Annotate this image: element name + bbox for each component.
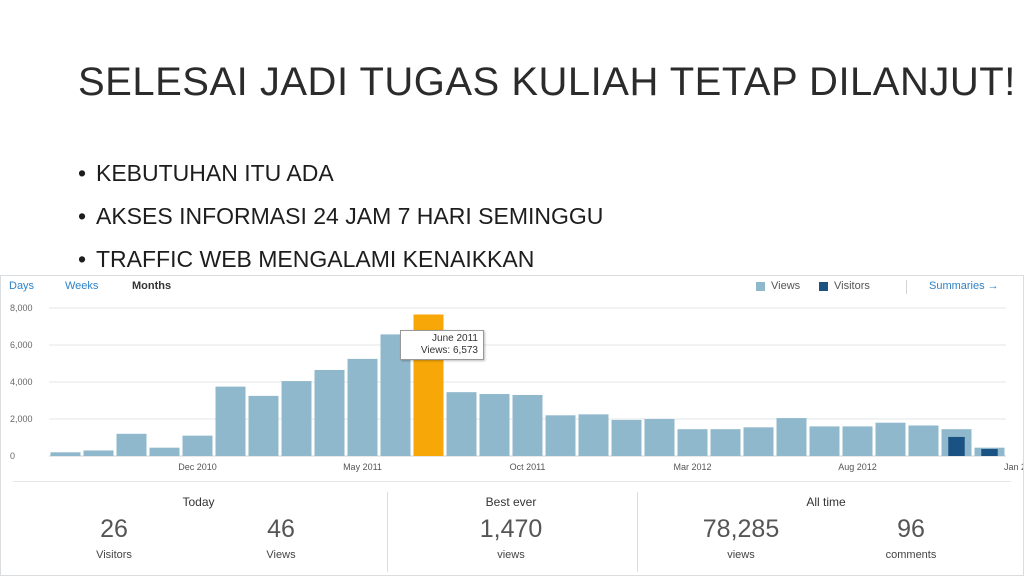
best-ever-views-label: views [497, 549, 525, 561]
today-heading: Today [182, 495, 215, 509]
bullet-text: KEBUTUHAN ITU ADA [96, 160, 334, 186]
y-tick-label: 2,000 [10, 414, 33, 424]
tooltip-title: June 2011 [432, 333, 478, 344]
views-bar [479, 394, 510, 456]
all-time-comments-count: 96 [897, 515, 925, 543]
legend-views: Views [756, 280, 800, 292]
views-bar [908, 425, 939, 456]
bullet-glyph: • [78, 160, 87, 186]
views-bar [611, 419, 642, 456]
tab-months[interactable]: Months [132, 280, 172, 292]
bullet-item: • AKSES INFORMASI 24 JAM 7 HARI SEMINGGU [78, 201, 603, 244]
views-bar [182, 435, 213, 456]
legend-visitors-swatch [819, 281, 828, 291]
views-bar [83, 450, 114, 456]
legend-views-label: Views [771, 280, 801, 292]
bullet-item: • TRAFFIC WEB MENGALAMI KENAIKKAN [78, 244, 603, 287]
legend-separator [906, 280, 907, 294]
views-bar [314, 369, 345, 456]
best-ever-heading: Best ever [485, 495, 537, 509]
today-visitors-count: 26 [100, 515, 128, 543]
views-bar [281, 381, 312, 456]
views-bar [512, 394, 543, 456]
tooltip-value: Views: 6,573 [420, 345, 478, 356]
x-tick-label: Jan 2013 [1004, 462, 1023, 472]
today-visitors-label: Visitors [96, 549, 132, 561]
x-tick-label: Mar 2012 [673, 462, 711, 472]
views-bar [809, 426, 840, 456]
views-bar [842, 426, 873, 456]
stats-divider [13, 481, 1011, 482]
all-time-views-count: 78,285 [702, 515, 780, 543]
views-bar [743, 427, 774, 456]
bullet-item: • KEBUTUHAN ITU ADA [78, 158, 603, 201]
x-tick-label: May 2011 [343, 462, 382, 472]
views-bar [875, 422, 906, 456]
stats-panel: Days Weeks Months Views Visitors Summari… [0, 275, 1024, 576]
bullet-glyph: • [78, 203, 87, 229]
legend-visitors: Visitors [819, 280, 870, 292]
views-bar [116, 433, 147, 456]
today-views-count: 46 [267, 515, 295, 543]
views-bar [644, 419, 675, 456]
views-bar [545, 415, 576, 456]
views-chart: 0 2,000 4,000 6,000 8,000 Dec 2010 May 2011 Oct… [10, 303, 1023, 472]
views-bar [710, 429, 741, 456]
x-tick-label: Dec 2010 [178, 462, 217, 472]
views-bar [347, 358, 378, 456]
stats-vertical-divider [387, 492, 388, 572]
stats-vertical-divider [637, 492, 638, 572]
bullet-list: • KEBUTUHAN ITU ADA • AKSES INFORMASI 24 J… [78, 158, 603, 287]
slide-title: SELESAI JADI TUGAS KULIAH TETAP DILANJUT… [78, 60, 1016, 104]
x-tick-label: Aug 2012 [838, 462, 877, 472]
best-ever-views-count: 1,470 [479, 515, 543, 543]
all-time-views-label: views [727, 549, 755, 561]
visitors-bar [981, 448, 998, 456]
legend-views-swatch [756, 281, 765, 291]
summaries-link[interactable]: Summaries → [929, 280, 999, 292]
views-bar [50, 452, 81, 456]
y-tick-label: 6,000 [10, 340, 33, 350]
legend-visitors-label: Visitors [834, 280, 870, 292]
y-tick-label: 0 [10, 451, 15, 461]
views-bar [776, 418, 807, 456]
bullet-text: AKSES INFORMASI 24 JAM 7 HARI SEMINGGU [96, 203, 604, 229]
views-bar [578, 414, 609, 456]
x-tick-label: Oct 2011 [510, 462, 546, 472]
bullet-glyph: • [78, 246, 87, 272]
bullet-text: TRAFFIC WEB MENGALAMI KENAIKKAN [96, 246, 535, 272]
all-time-comments-label: comments [885, 549, 937, 561]
visitors-bar [948, 436, 965, 456]
views-bar [446, 392, 477, 456]
views-bar [215, 386, 246, 456]
chart-tooltip: June 2011 Views: 6,573 [400, 330, 484, 360]
today-views-label: Views [266, 549, 296, 561]
tab-weeks[interactable]: Weeks [65, 280, 99, 292]
y-tick-label: 4,000 [10, 377, 33, 387]
y-tick-label: 8,000 [10, 303, 33, 313]
views-bar [248, 395, 279, 456]
tab-days[interactable]: Days [9, 280, 35, 292]
views-bar [677, 429, 708, 456]
all-time-heading: All time [806, 495, 846, 509]
views-bar [149, 447, 180, 456]
